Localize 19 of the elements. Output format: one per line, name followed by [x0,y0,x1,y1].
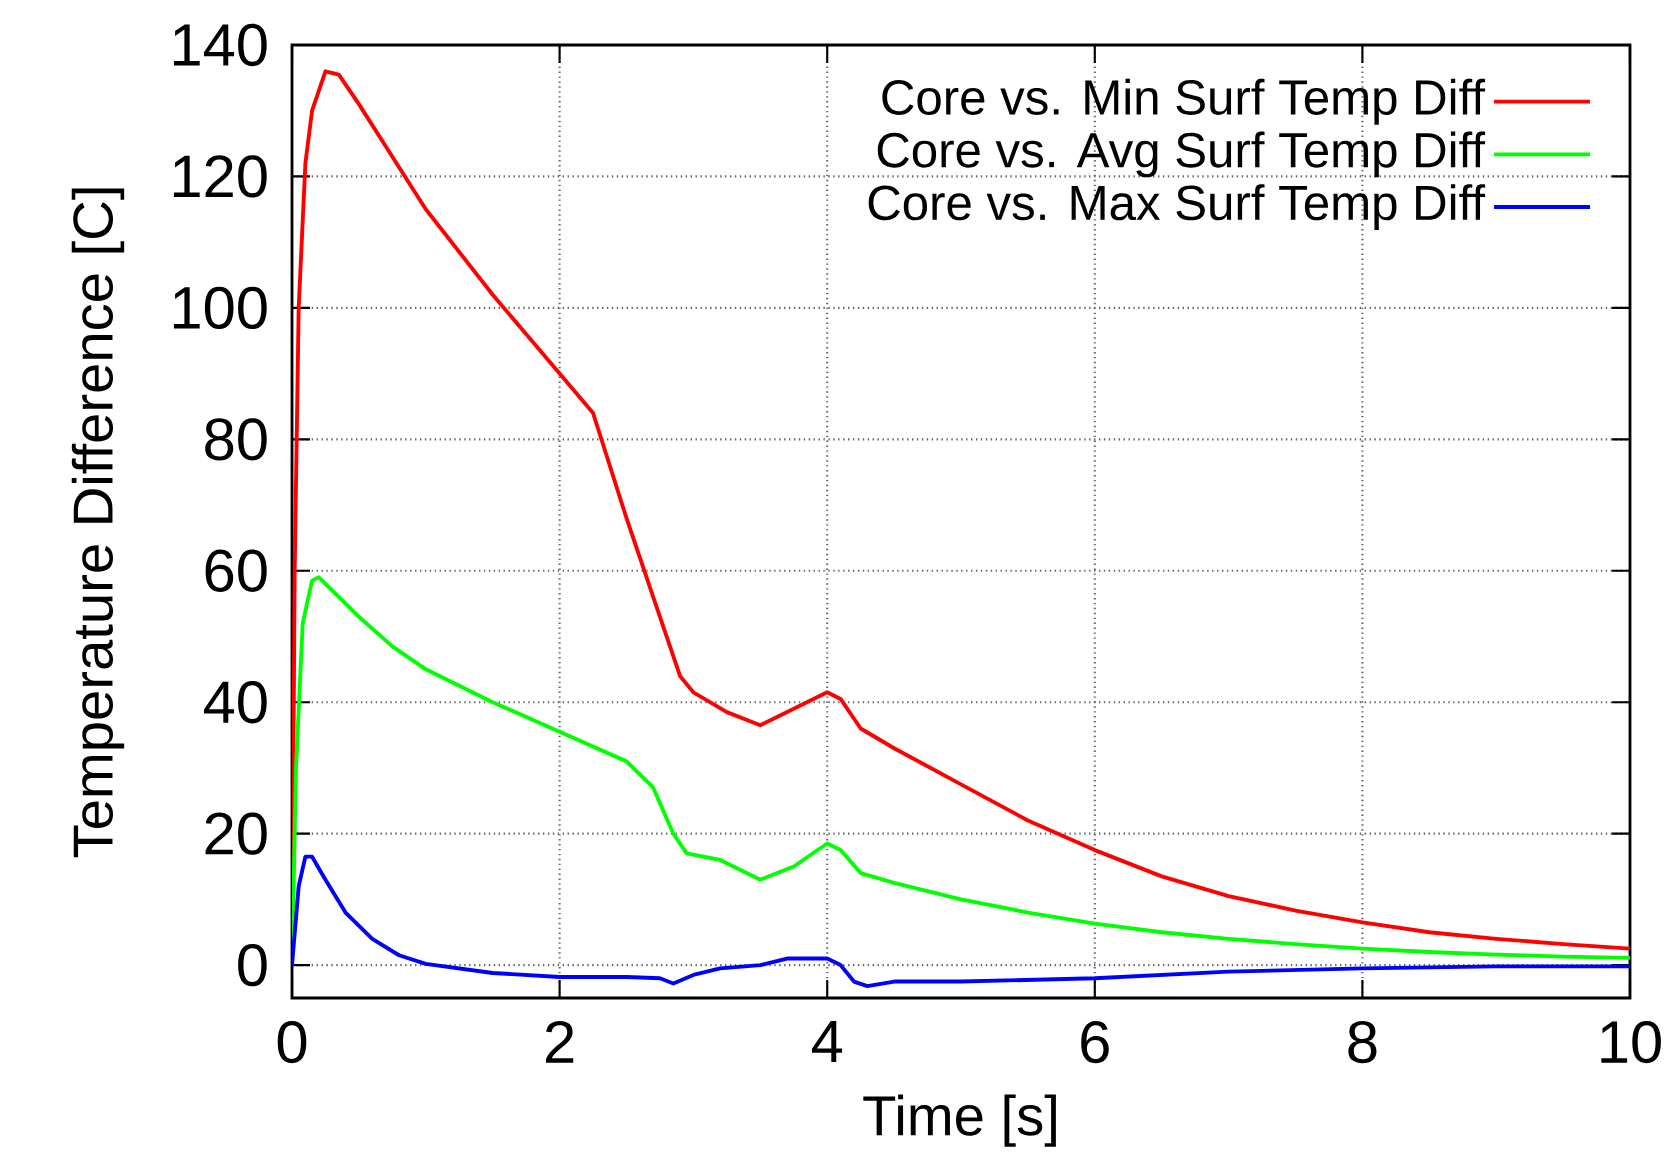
legend-label: Core vs. Min Surf Temp Diff [882,78,1486,125]
legend-label: Core vs. Avg Surf Temp Diff [877,131,1486,178]
x-tick-label: 6 [1081,1020,1109,1064]
y-tick-label: 60 [205,549,267,592]
y-tick-label: 140 [173,23,267,67]
y-tick-label: 0 [238,943,267,987]
y-tick-label: 20 [205,812,267,855]
y-tick-label: 120 [173,155,267,198]
x-tick-label: 4 [811,1020,843,1063]
x-tick-label: 2 [546,1020,574,1063]
x-axis-title: Time [s] [863,1094,1056,1147]
x-tick-label: 0 [277,1020,307,1064]
y-tick-label: 80 [205,418,267,461]
y-tick-label: 40 [203,681,267,724]
y-axis-title: Temperature Difference [C] [71,188,125,858]
x-tick-label: 10 [1601,1020,1661,1064]
legend-label: Core vs. Max Surf Temp Diff [868,184,1486,231]
y-tick-label: 100 [173,286,267,330]
x-tick-label: 8 [1348,1020,1377,1064]
